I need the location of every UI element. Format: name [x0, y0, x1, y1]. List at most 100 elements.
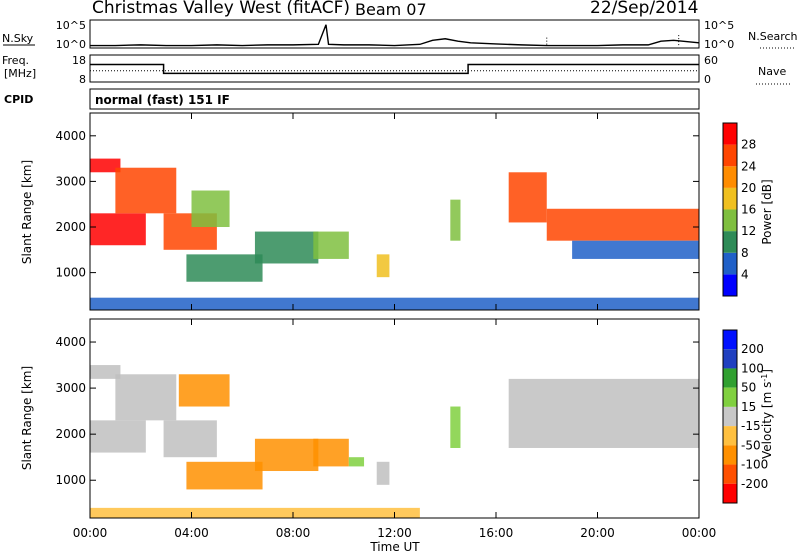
xtick-label: 16:00 [479, 526, 514, 540]
power-region [254, 231, 319, 264]
power-colorbar-swatch [723, 144, 737, 167]
velocity-colorbar-label: Velocity [m s-1] [760, 369, 774, 459]
freq-line [90, 63, 699, 75]
freq-left-tick-bottom: 8 [79, 73, 86, 86]
freq-left-tick-top: 18 [72, 54, 86, 67]
ytick-label: 2000 [55, 427, 86, 441]
nsky-left-tick-top: 10^5 [56, 19, 86, 32]
nave-right-label: Nave [758, 65, 786, 78]
velocity-colorbar-swatch [723, 387, 737, 407]
velocity-colorbar-tick: -100 [741, 458, 768, 472]
power-region [572, 240, 699, 259]
nsearch-right-label: N.Search [748, 30, 798, 43]
nsky-frame [89, 19, 700, 49]
power-panel: 1000 2000 3000 4000 Slant Range [km] [20, 112, 700, 311]
date-label: 22/Sep/2014 [590, 0, 699, 18]
velocity-colorbar-swatch [723, 483, 737, 503]
power-region [546, 208, 699, 241]
power-yticks: 1000 2000 3000 4000 [55, 129, 699, 280]
power-region [450, 199, 461, 241]
velocity-colorbar-tick: -200 [741, 477, 768, 491]
velocity-region [376, 461, 390, 485]
velocity-colorbar-tick: 15 [741, 400, 756, 414]
nsky-right-tick-bottom: 10^0 [704, 38, 734, 51]
velocity-colorbar-swatch [723, 464, 737, 484]
nsky-panel: N.Sky 10^5 10^0 10^5 10^0 N.Search [2, 19, 798, 51]
power-region [90, 213, 146, 246]
velocity-region [313, 438, 349, 467]
nsky-series [90, 24, 700, 47]
power-colorbar-frame [722, 122, 738, 297]
nsky-left-tick-bottom: 10^0 [56, 38, 86, 51]
velocity-yticks: 1000 2000 3000 4000 [55, 335, 699, 487]
power-region [376, 254, 390, 278]
velocity-region [115, 374, 177, 421]
velocity-colorbar-tick: 50 [741, 381, 756, 395]
xtick-label: 20:00 [580, 526, 615, 540]
velocity-region [90, 420, 146, 453]
velocity-colorbar-label-sup: -1 [760, 374, 769, 382]
xtick-label: 08:00 [276, 526, 311, 540]
velocity-colorbar-label-main: Velocity [m s [760, 382, 774, 459]
power-ylabel: Slant Range [km] [20, 160, 34, 264]
velocity-colorbar-tick: 200 [741, 342, 764, 356]
power-region [508, 172, 547, 223]
velocity-colorbar-swatch [723, 368, 737, 388]
nsky-left-label: N.Sky [2, 32, 34, 45]
power-colorbar-label: Power [dB] [760, 179, 774, 244]
power-colorbar-tick: 12 [741, 224, 756, 238]
velocity-colorbar-swatch [723, 445, 737, 465]
velocity-colorbar-frame [722, 329, 738, 504]
power-colorbar-swatch [723, 209, 737, 232]
ytick-label: 3000 [55, 174, 86, 188]
velocity-region [90, 365, 121, 379]
time-xticks: 00:00 04:00 08:00 12:00 16:00 20:00 00:00 [73, 113, 716, 540]
power-colorbar-tick: 16 [741, 203, 756, 217]
power-region [90, 297, 699, 310]
velocity-region [450, 406, 461, 448]
cpid-frame [89, 88, 700, 110]
nave-right-tick-bottom: 0 [704, 73, 711, 86]
freq-panel: Freq. [MHz] 18 8 60 0 Nave [2, 54, 790, 86]
cpid-text: normal (fast) 151 IF [95, 93, 230, 107]
power-colorbar-swatch [723, 166, 737, 188]
velocity-colorbar-label-close: ] [760, 369, 774, 374]
power-colorbar-tick: 28 [741, 138, 756, 152]
power-colorbar: 4 8 12 16 20 24 28 [722, 122, 756, 297]
power-region [115, 167, 177, 214]
velocity-data [90, 365, 699, 518]
nave-right-tick-top: 60 [704, 54, 718, 67]
power-region [313, 231, 349, 259]
freq-left-label: Freq. [MHz] [2, 54, 36, 80]
power-region [90, 158, 121, 173]
nsky-right-tick-top: 10^5 [704, 19, 734, 32]
velocity-region [348, 457, 365, 467]
velocity-region [163, 420, 217, 458]
velocity-ylabel: Slant Range [km] [20, 366, 34, 470]
velocity-colorbar-swatch [723, 349, 737, 369]
velocity-colorbar-tick: 100 [741, 361, 764, 375]
velocity-region [178, 374, 230, 407]
cpid-panel: CPID normal (fast) 151 IF [4, 88, 700, 110]
xtick-label: 12:00 [377, 526, 412, 540]
freq-series [90, 63, 699, 75]
power-colorbar-swatch [723, 274, 737, 296]
power-colorbar-swatch [723, 187, 737, 210]
freq-left-label-line2: [MHz] [4, 67, 36, 80]
velocity-colorbar-tick: -50 [741, 438, 761, 452]
power-colorbar-swatch [723, 123, 737, 145]
velocity-colorbar: 200 100 50 15 -15 -50 -100 -200 [722, 329, 768, 504]
ytick-label: 3000 [55, 381, 86, 395]
plot-title: Christmas Valley West (fitACF) [92, 0, 351, 18]
cpid-label: CPID [4, 93, 33, 106]
power-colorbar-swatch [723, 252, 737, 275]
velocity-region [254, 438, 319, 472]
ytick-label: 4000 [55, 129, 86, 143]
beam-label: Beam 07 [355, 0, 427, 19]
velocity-colorbar-swatch [723, 330, 737, 350]
velocity-colorbar-tick: -15 [741, 419, 761, 433]
power-colorbar-swatch [723, 231, 737, 253]
power-region [191, 190, 230, 228]
nsky-line [90, 24, 700, 47]
